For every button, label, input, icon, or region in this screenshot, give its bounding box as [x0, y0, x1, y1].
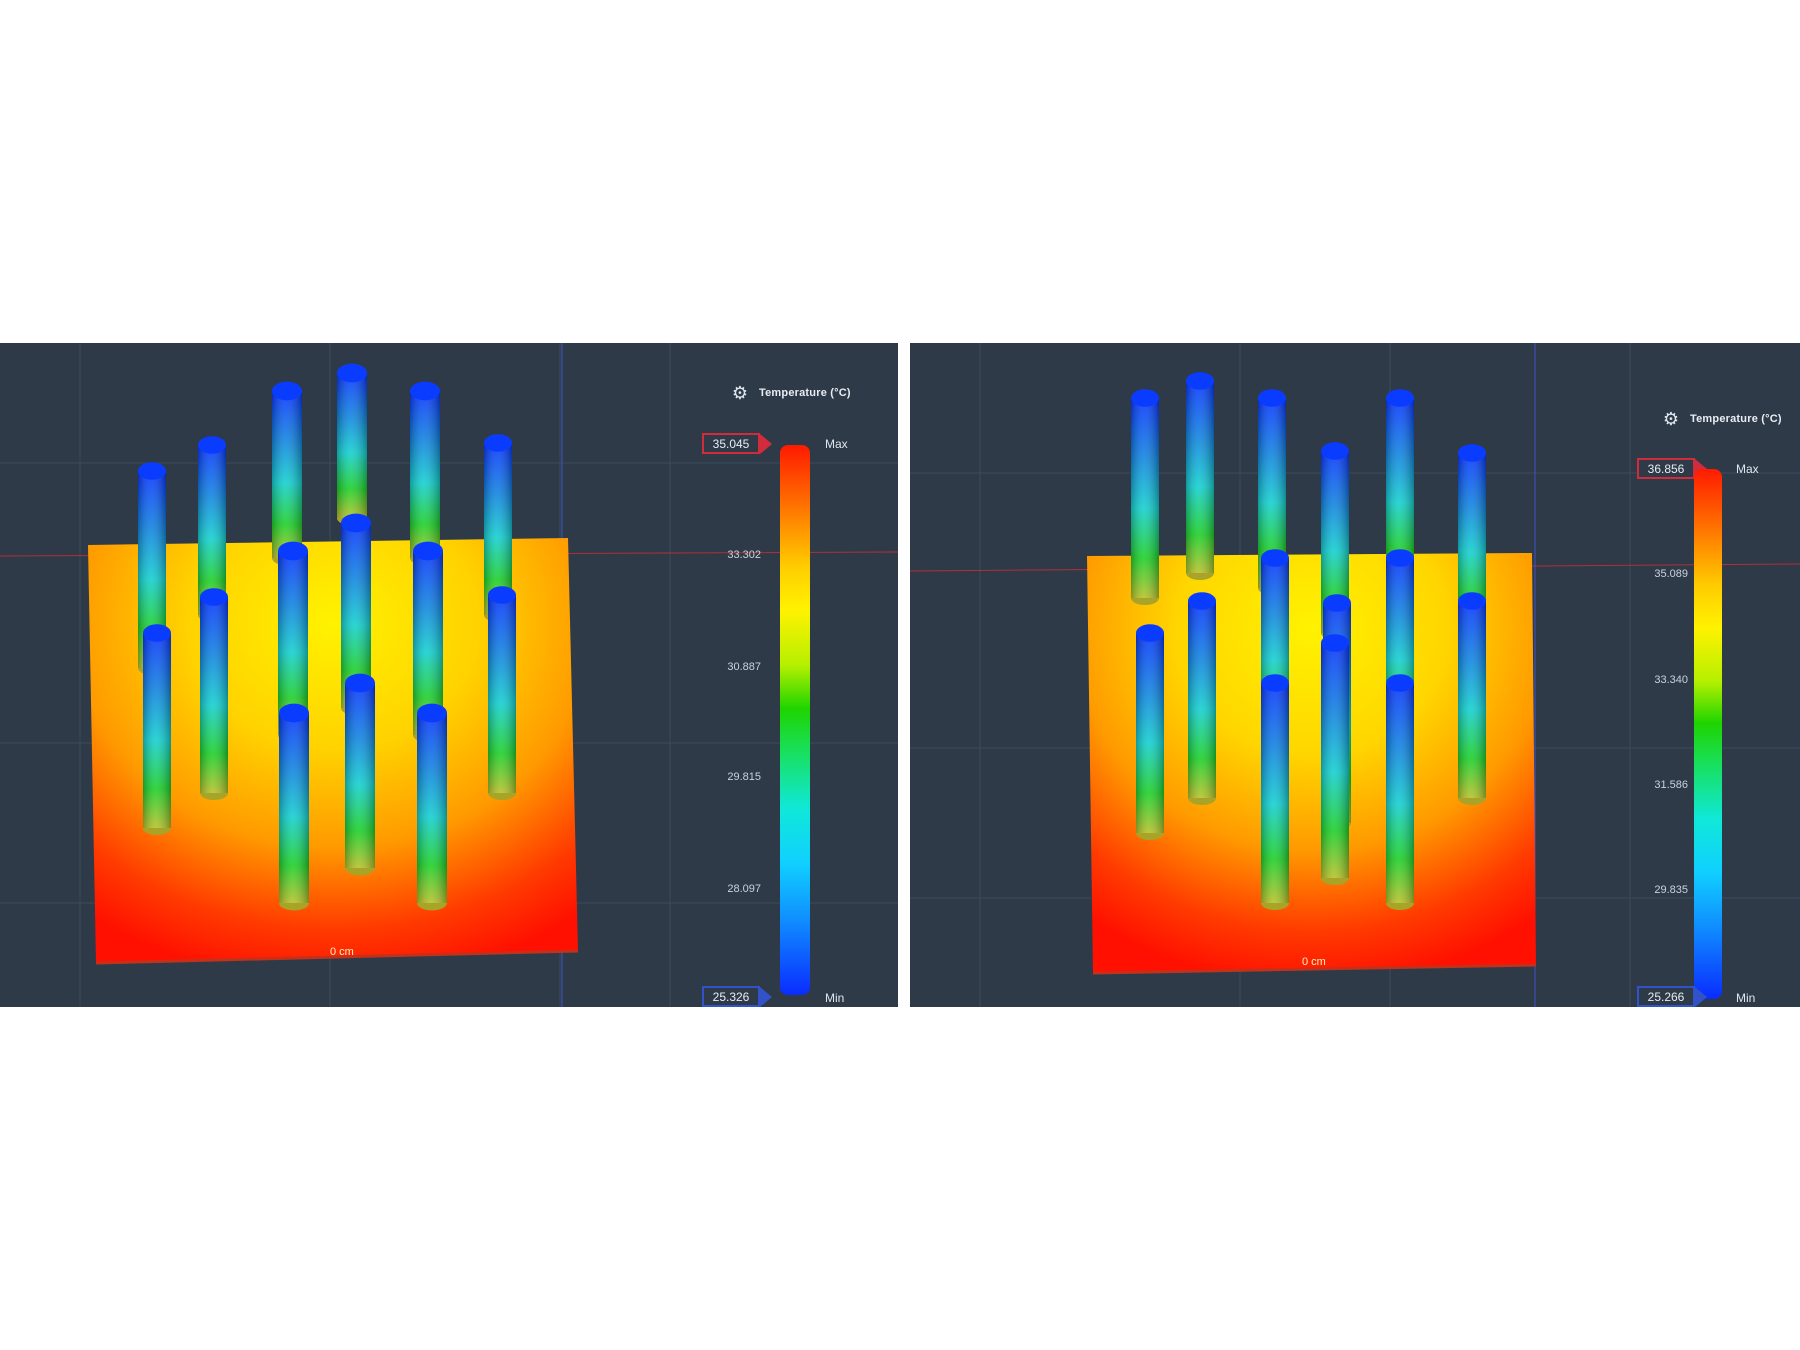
pin-fin	[143, 624, 171, 835]
viewport-right[interactable]: 0 cm ⚙ Temperature (°C) 36.856 Max 35.08…	[910, 343, 1800, 1007]
min-value-input[interactable]: 25.326	[702, 986, 760, 1007]
max-value-input[interactable]: 36.856	[1637, 458, 1695, 479]
legend-tick: 28.097	[727, 883, 761, 895]
color-scale-bar	[780, 445, 810, 995]
pin-group	[138, 363, 516, 911]
legend-tick: 29.835	[1654, 884, 1688, 896]
legend-header: ⚙ Temperature (°C)	[1660, 407, 1782, 431]
max-pointer-icon[interactable]	[760, 434, 772, 454]
legend-tick: 33.302	[727, 549, 761, 561]
pin-fin	[1386, 674, 1414, 910]
heat-sink-view-right: 0 cm	[910, 343, 1800, 1007]
pin-fin	[345, 673, 375, 876]
min-label: Min	[1736, 991, 1756, 1005]
max-label: Max	[825, 437, 848, 451]
legend-tick: 33.340	[1654, 674, 1688, 686]
pin-group	[1131, 372, 1486, 910]
pin-fin	[1136, 624, 1164, 840]
temperature-legend: ⚙ Temperature (°C) 35.045 Max 33.302 30.…	[695, 343, 895, 1007]
pin-fin	[1261, 674, 1289, 910]
pin-fin	[279, 703, 309, 911]
legend-title: Temperature (°C)	[759, 387, 851, 399]
gear-icon[interactable]: ⚙	[731, 383, 749, 403]
heat-sink-view-left: 0 cm	[0, 343, 898, 1007]
legend-title: Temperature (°C)	[1690, 413, 1782, 425]
pin-fin	[272, 381, 302, 566]
viewport-left[interactable]: 0 cm ⚙ Temperature (°C) 35.045 Max 33.30…	[0, 343, 898, 1007]
pin-fin	[1458, 592, 1486, 805]
legend-tick: 35.089	[1654, 568, 1688, 580]
max-value-input[interactable]: 35.045	[702, 433, 760, 454]
min-value-input[interactable]: 25.266	[1637, 986, 1695, 1007]
pin-fin	[1188, 592, 1216, 805]
min-pointer-icon[interactable]	[760, 987, 772, 1007]
pin-fin	[410, 381, 440, 566]
temperature-legend: ⚙ Temperature (°C) 36.856 Max 35.089 33.…	[1632, 343, 1800, 1007]
scale-label: 0 cm	[330, 946, 354, 958]
min-label: Min	[825, 991, 845, 1005]
legend-tick: 30.887	[727, 661, 761, 673]
legend-header: ⚙ Temperature (°C)	[729, 381, 851, 405]
color-scale-bar	[1694, 469, 1722, 999]
pin-fin	[337, 363, 367, 526]
pin-fin	[1186, 372, 1214, 580]
gear-icon[interactable]: ⚙	[1662, 409, 1680, 429]
min-pointer-icon[interactable]	[1695, 987, 1707, 1007]
legend-tick: 29.815	[727, 771, 761, 783]
pin-fin	[488, 586, 516, 800]
legend-tick: 31.586	[1654, 779, 1688, 791]
scale-label: 0 cm	[1302, 956, 1326, 968]
pin-fin	[1321, 634, 1349, 885]
pin-fin	[1131, 389, 1159, 605]
pin-fin	[417, 703, 447, 911]
max-label: Max	[1736, 462, 1759, 476]
pin-fin	[200, 588, 228, 800]
